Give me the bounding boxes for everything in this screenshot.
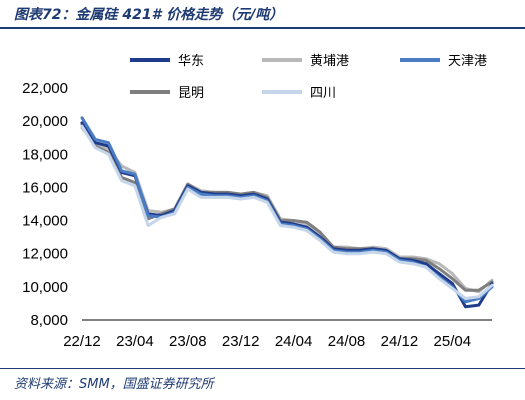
x-tick-label: 23/08 <box>169 333 207 350</box>
legend-label: 昆明 <box>178 86 204 101</box>
x-tick-label: 25/04 <box>434 333 472 350</box>
y-tick-label: 18,000 <box>22 146 68 163</box>
x-tick-label: 23/04 <box>116 333 154 350</box>
x-tick-label: 24/08 <box>328 333 366 350</box>
y-axis-ticks: 8,000 10,000 12,000 14,000 16,000 18,000 20,00… <box>22 80 68 329</box>
series-line-1 <box>80 121 494 309</box>
y-tick-label: 14,000 <box>22 213 68 230</box>
legend-label: 四川 <box>310 86 336 101</box>
legend-label: 黄埔港 <box>310 54 349 69</box>
y-tick-label: 20,000 <box>22 113 68 130</box>
legend-label: 天津港 <box>448 54 487 69</box>
y-tick-label: 12,000 <box>22 246 68 263</box>
x-tick-label: 23/12 <box>222 333 260 350</box>
y-tick-label: 16,000 <box>22 179 68 196</box>
x-axis-ticks: 22/12 23/04 23/08 23/12 24/04 24/08 24/12 25/04 <box>63 333 471 350</box>
series-line-5 <box>80 124 494 300</box>
x-tick-label: 24/04 <box>275 333 313 350</box>
y-tick-label: 22,000 <box>22 80 68 97</box>
x-tick-label: 24/12 <box>381 333 419 350</box>
x-tick-label: 22/12 <box>63 333 101 350</box>
title-rule <box>0 27 525 29</box>
legend-label: 华东 <box>178 54 204 69</box>
y-tick-label: 8,000 <box>30 312 68 329</box>
series-line-4 <box>80 123 494 292</box>
figure-title: 图表72：金属硅 421# 价格走势（元/吨） <box>14 7 284 23</box>
series-lines <box>80 116 494 309</box>
source-rule <box>0 368 525 369</box>
y-tick-label: 10,000 <box>22 279 68 296</box>
source-note: 资料来源：SMM，国盛证券研究所 <box>14 377 214 392</box>
